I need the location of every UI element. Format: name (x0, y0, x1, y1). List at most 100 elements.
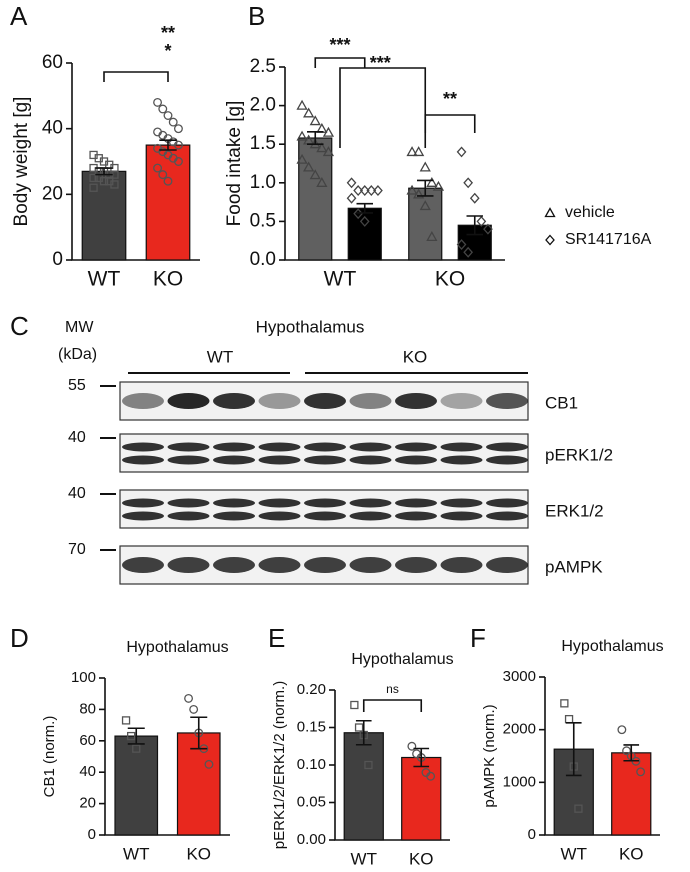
blot-label: ERK1/2 (545, 501, 604, 520)
y-axis-label: Food intake [g] (224, 101, 245, 227)
significance-bracket (339, 67, 427, 148)
data-point (184, 693, 193, 703)
band (440, 393, 483, 409)
band (122, 498, 164, 508)
data-point (359, 185, 370, 196)
panel-letter: D (10, 623, 29, 653)
x-tick-label: WT (351, 849, 377, 868)
data-point (153, 97, 163, 107)
error-bar (95, 167, 113, 176)
band (349, 511, 392, 521)
data-point (89, 183, 98, 192)
band (304, 393, 346, 409)
bar (298, 137, 333, 261)
band (122, 511, 164, 521)
blot-label: pERK1/2 (545, 445, 613, 464)
data-point (419, 161, 431, 172)
y-tick-label: 60 (42, 52, 63, 73)
x-tick-label: WT (324, 268, 357, 291)
data-point (173, 140, 183, 150)
band (440, 455, 483, 465)
data-point (359, 215, 370, 227)
y-tick-label: 3000 (503, 668, 536, 685)
band (395, 511, 437, 521)
band (213, 442, 255, 452)
mw-marker: 70 (68, 541, 86, 558)
band (167, 393, 210, 409)
data-point (89, 173, 98, 183)
band (167, 557, 210, 573)
data-point (173, 124, 183, 134)
data-point (350, 700, 359, 710)
error-bar (466, 215, 483, 236)
y-tick-label: 2.0 (250, 95, 276, 116)
y-tick-label: 40 (42, 118, 63, 139)
data-point (121, 716, 131, 725)
band (304, 442, 346, 452)
band (349, 442, 392, 452)
data-point (322, 126, 335, 137)
significance-bracket (103, 71, 169, 82)
y-axis-label: CB1 (norm.) (41, 716, 58, 798)
band (122, 557, 164, 573)
data-point (560, 699, 569, 708)
data-point (353, 185, 364, 196)
y-tick-label: 0.15 (297, 718, 326, 735)
band (486, 511, 528, 521)
data-point (99, 177, 109, 186)
data-point (364, 760, 373, 770)
data-point (469, 192, 480, 204)
annotation: *** (370, 53, 391, 73)
bar (145, 144, 191, 261)
error-bar (190, 716, 208, 750)
data-point (426, 231, 438, 241)
y-tick-label: 0.10 (297, 756, 326, 773)
data-point (346, 192, 357, 204)
data-point (413, 188, 425, 199)
x-tick-label: KO (619, 844, 644, 863)
data-point (127, 731, 136, 741)
annotation: ** (443, 89, 457, 109)
data-point (189, 704, 199, 714)
y-tick-label: 0.5 (250, 210, 276, 231)
y-tick-label: 0.05 (297, 793, 326, 810)
data-point (456, 239, 467, 251)
x-tick-label: KO (435, 268, 465, 291)
x-tick-label: WT (123, 844, 149, 863)
y-tick-label: 80 (79, 700, 96, 717)
y-tick-label: 40 (79, 763, 96, 780)
data-point (456, 146, 467, 158)
error-bar (159, 139, 177, 151)
y-axis-label: pAMPK (norm.) (481, 704, 498, 807)
error-bar (355, 719, 372, 746)
data-point (564, 714, 574, 724)
band (258, 442, 301, 452)
data-point (463, 177, 474, 189)
y-axis-label: pERK1/2/ERK1/2 (norm.) (271, 681, 288, 849)
band (486, 557, 528, 573)
blot-label: CB1 (545, 393, 578, 412)
band (258, 393, 301, 409)
chart-title: Hypothalamus (561, 638, 663, 655)
band (395, 498, 437, 508)
blot-title: Hypothalamus (256, 317, 365, 336)
y-tick-label: 60 (79, 732, 96, 749)
band (167, 442, 210, 452)
data-point (296, 130, 308, 141)
y-tick-label: 1.0 (250, 172, 276, 193)
data-point (110, 180, 119, 189)
error-bar (307, 131, 324, 145)
data-point (406, 184, 418, 195)
panel-letter: C (10, 311, 29, 341)
band (258, 455, 301, 465)
y-tick-label: 0 (52, 249, 63, 270)
band (213, 498, 255, 508)
significance-bracket (362, 699, 423, 712)
data-point (158, 170, 168, 180)
y-tick-label: 0.0 (250, 249, 276, 270)
data-point (296, 153, 308, 164)
data-point (483, 223, 493, 235)
band (440, 442, 483, 452)
band (486, 393, 528, 409)
error-bar (127, 727, 145, 745)
